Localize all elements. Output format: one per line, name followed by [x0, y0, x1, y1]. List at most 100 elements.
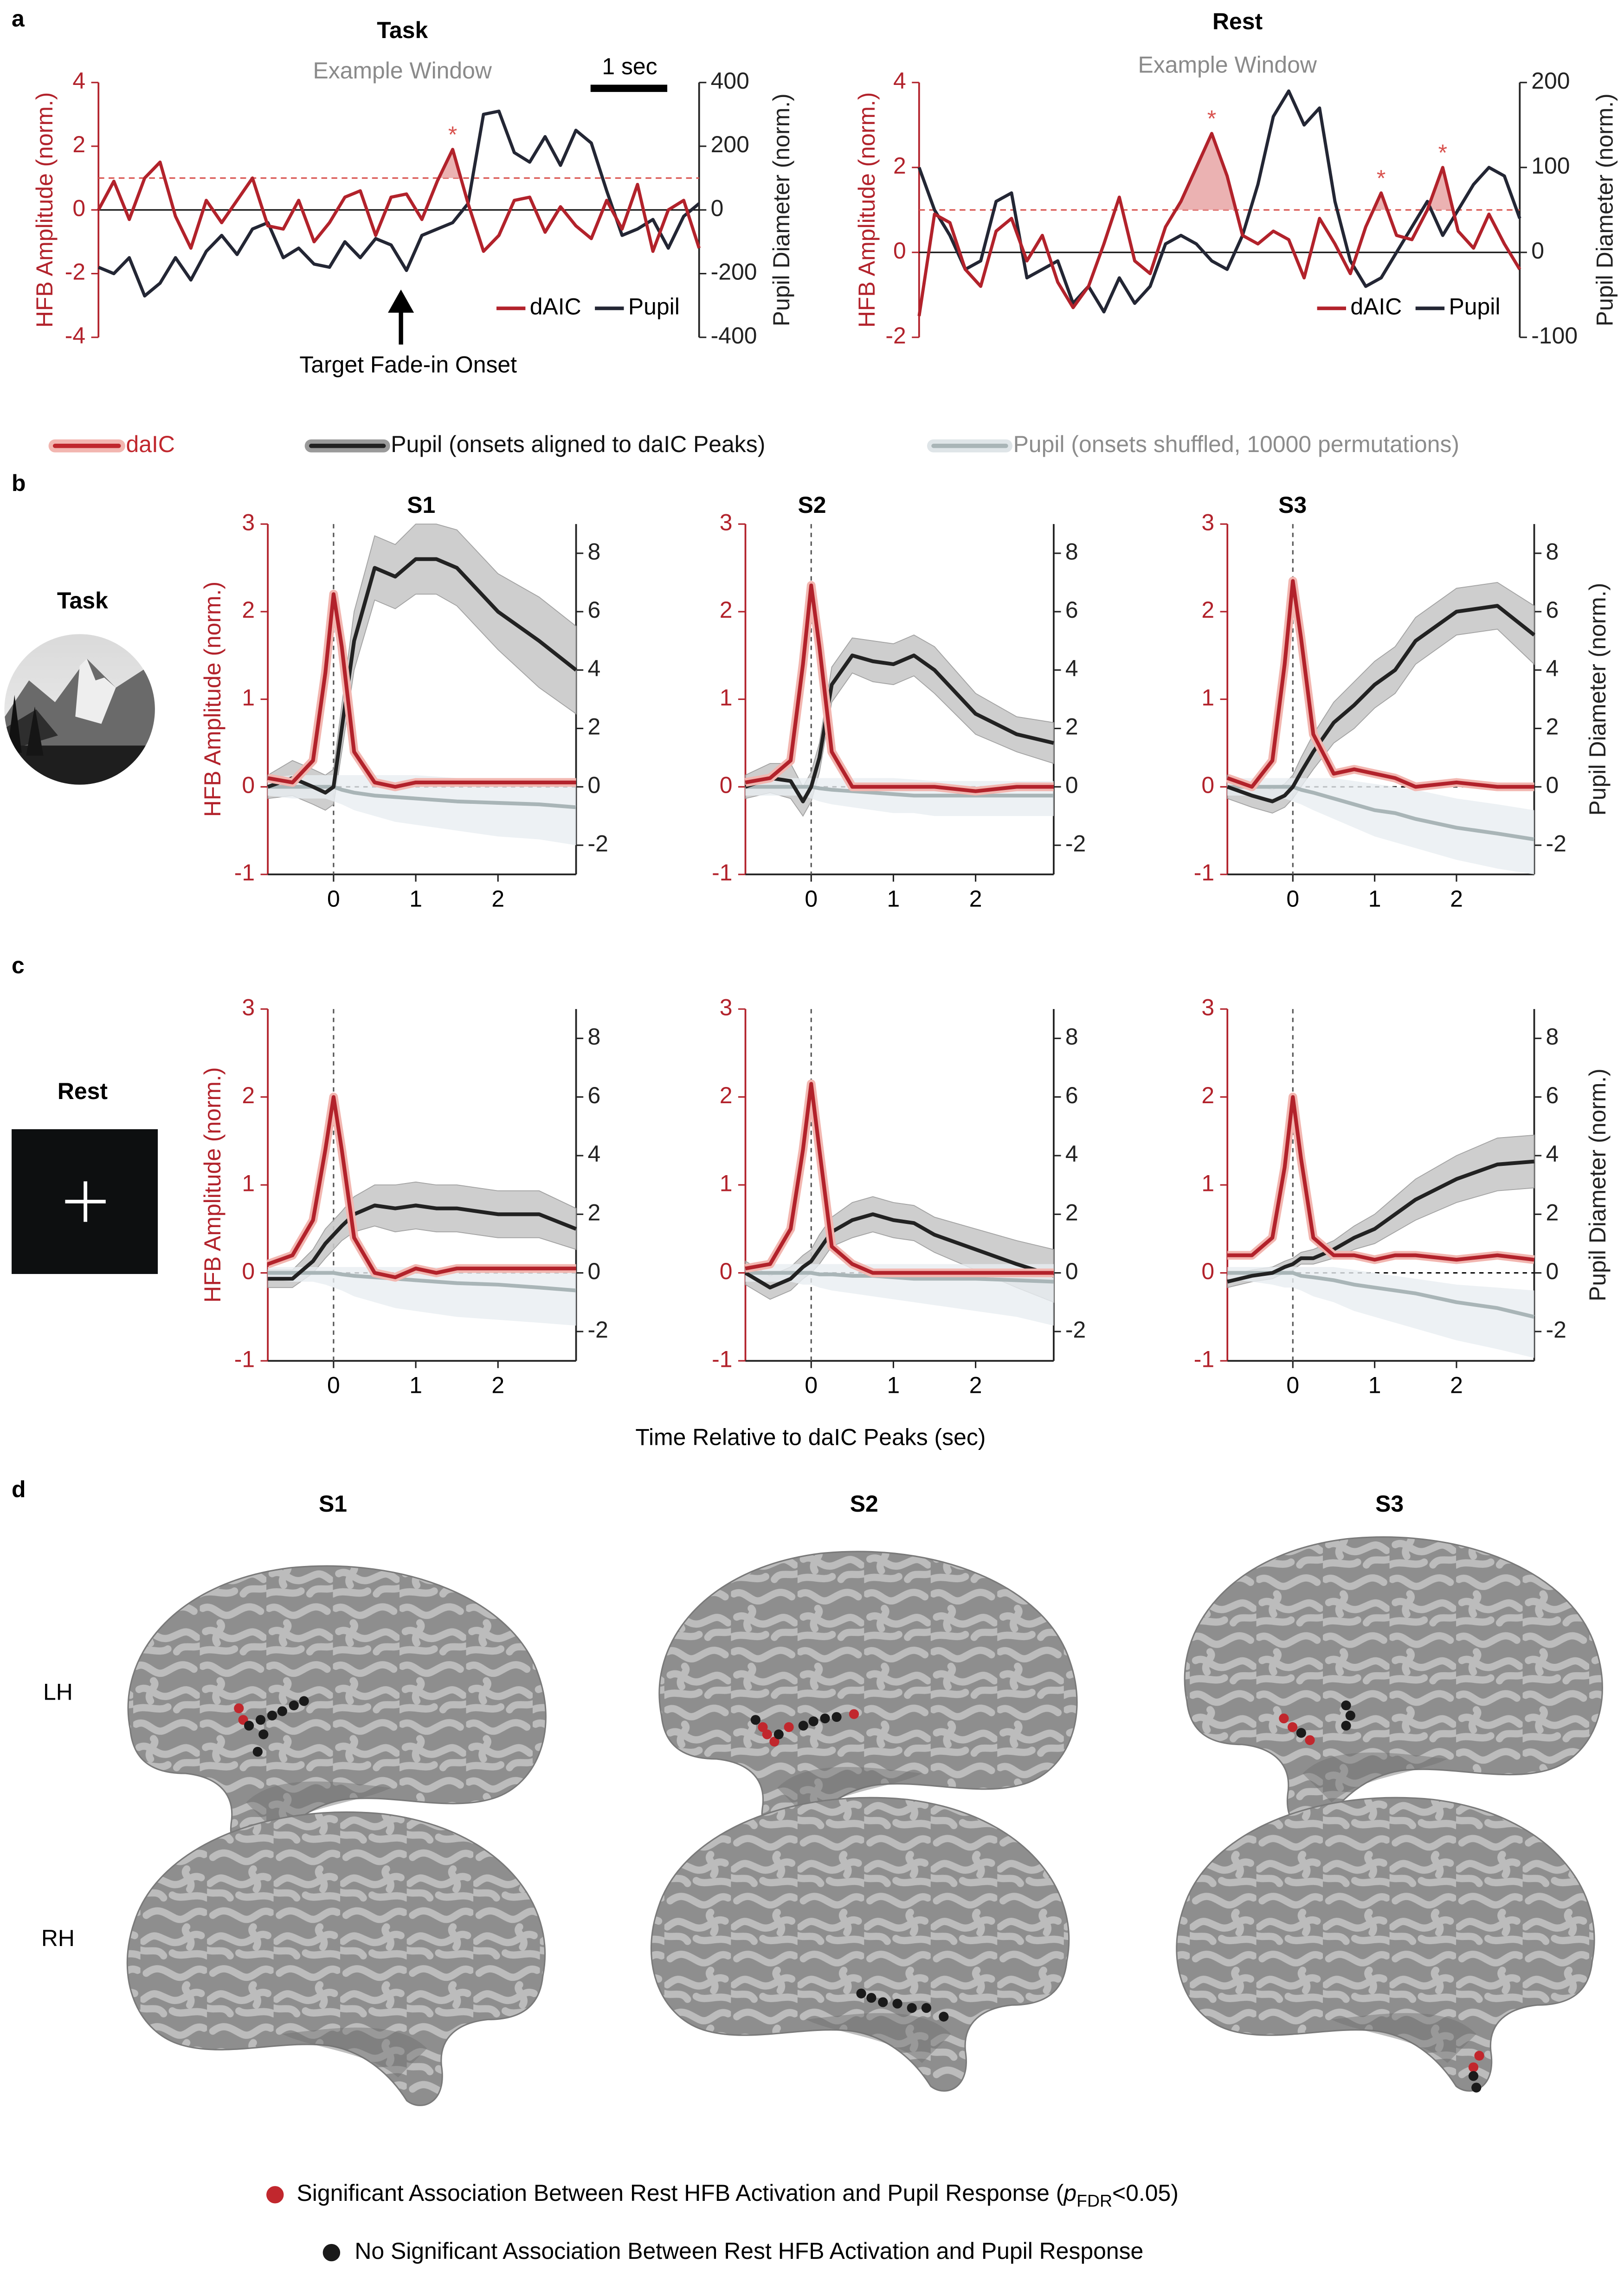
brain-shape	[650, 1797, 1070, 2092]
y2-tick-label: 6	[588, 1082, 601, 1108]
legend-label: Pupil (onsets aligned to daIC Peaks)	[391, 431, 765, 457]
y2-tick-label: 6	[1065, 597, 1078, 623]
hemisphere-label: LH	[43, 1679, 73, 1705]
y2-tick-label: -2	[1546, 830, 1566, 856]
y2-tick-label: 0	[588, 772, 601, 798]
error-band	[1227, 778, 1534, 875]
y2-tick-label: 2	[1065, 714, 1078, 740]
electrode	[252, 1746, 263, 1757]
y2-axis-label: Pupil Diameter (norm.)	[768, 93, 794, 326]
y2-tick-label: 2	[588, 1199, 601, 1225]
y-tick-label: 4	[893, 68, 906, 94]
data-line	[267, 557, 578, 795]
data-line	[267, 592, 576, 789]
y2-tick-label: 6	[1065, 1082, 1078, 1108]
y-tick-label: 3	[1201, 994, 1214, 1020]
legend-label: Pupil	[1449, 294, 1500, 320]
y-tick-label: -1	[1194, 860, 1214, 886]
y-tick-label: 2	[893, 153, 906, 179]
data-line	[744, 1212, 1055, 1290]
electrode	[258, 1729, 269, 1740]
chart-title: S2	[798, 492, 826, 518]
y-tick-label: 3	[242, 509, 255, 535]
y2-tick-label: -100	[1531, 323, 1578, 349]
x-tick-label: 1	[409, 886, 422, 912]
x-tick-label: 0	[1286, 1372, 1299, 1398]
y2-tick-label: 0	[1065, 1258, 1078, 1284]
annotation: Target Fade-in Onset	[299, 351, 517, 377]
y-tick-label: 0	[242, 1258, 255, 1284]
y-tick-label: 2	[1201, 1082, 1214, 1108]
electrode	[1474, 2050, 1484, 2061]
y2-axis-label: Pupil Diameter (norm.)	[1592, 93, 1618, 326]
x-tick-label: 1	[887, 1372, 900, 1398]
chart: -1 0 1 2 3 -2 0 2 4 6 8 0 1 2	[712, 994, 1086, 1398]
x-tick-label: 0	[327, 1372, 340, 1398]
y-tick-label: 1	[1201, 685, 1214, 711]
peak-marker: *	[1377, 165, 1386, 191]
y2-tick-label: 4	[588, 1141, 601, 1167]
electrode	[773, 1729, 784, 1740]
y-tick-label: -1	[234, 1346, 255, 1372]
x-tick-label: 0	[805, 1372, 818, 1398]
electrode	[866, 1992, 876, 2003]
x-tick-label: 2	[491, 1372, 504, 1398]
error-band	[1227, 1267, 1534, 1358]
data-line	[1227, 785, 1535, 841]
electrode	[1468, 2071, 1479, 2081]
electrode	[769, 1736, 780, 1747]
y2-tick-label: 200	[711, 131, 749, 157]
data-line	[97, 110, 700, 298]
electrode	[820, 1713, 830, 1724]
y-tick-label: 0	[893, 238, 906, 264]
chart: -1 0 1 2 3 -2 0 2 4 6 8 0 1 2 S2	[712, 492, 1086, 912]
electrode	[255, 1715, 266, 1725]
data-line	[1226, 579, 1534, 789]
y-tick-label: 3	[720, 994, 733, 1020]
y2-tick-label: 8	[1065, 538, 1078, 564]
chart: -2 0 2 4 -100 0 100 200 * * * Rest Example Window HFB…	[854, 8, 1618, 349]
electrode	[277, 1706, 287, 1716]
row-label: Task	[57, 588, 108, 614]
chart: -1 0 1 2 3 -2 0 2 4 6 8 0 1 2 Pupil Diameter (norm.)	[1194, 994, 1611, 1398]
y-tick-label: -1	[234, 860, 255, 886]
legend-label: Significant Association Between Rest HFB…	[297, 2180, 1179, 2210]
y-tick-label: 0	[1201, 1258, 1214, 1284]
error-band	[267, 1181, 577, 1288]
scale-bar-label: 1 sec	[602, 53, 657, 79]
y2-tick-label: 4	[1065, 655, 1078, 681]
electrode	[267, 1710, 277, 1720]
y2-tick-label: -2	[1546, 1317, 1566, 1343]
chart-title: Task	[377, 17, 428, 43]
y2-tick-label: -2	[588, 1317, 608, 1343]
y2-axis-label: Pupil Diameter (norm.)	[1585, 583, 1611, 816]
y2-tick-label: 8	[588, 538, 601, 564]
y2-tick-label: 0	[1065, 772, 1078, 798]
y2-tick-label: 4	[1546, 1141, 1559, 1167]
y-axis-label: HFB Amplitude (norm.)	[200, 1067, 226, 1302]
electrode	[831, 1712, 842, 1722]
y-tick-label: 1	[242, 685, 255, 711]
x-tick-label: 2	[1450, 1372, 1463, 1398]
y-tick-label: 0	[72, 195, 85, 221]
y2-tick-label: 200	[1531, 68, 1570, 94]
y-tick-label: 1	[720, 1170, 733, 1196]
y-tick-label: 3	[720, 509, 733, 535]
electrode	[750, 1715, 760, 1725]
error-band	[268, 1267, 576, 1326]
electrode	[849, 1709, 859, 1719]
peak-marker: *	[1207, 106, 1216, 132]
legend-label: No Significant Association Between Rest …	[354, 2238, 1143, 2264]
column-title: S3	[1375, 1491, 1404, 1517]
chart-subtitle: Example Window	[313, 58, 492, 84]
y2-tick-label: 6	[1546, 597, 1559, 623]
y-tick-label: 3	[242, 994, 255, 1020]
y2-tick-label: 2	[588, 714, 601, 740]
electrode	[289, 1700, 299, 1711]
x-tick-label: 0	[327, 886, 340, 912]
brain-shape	[1184, 1536, 1603, 1831]
y2-tick-label: -2	[1065, 1317, 1086, 1343]
y2-tick-label: 4	[1065, 1141, 1078, 1167]
legend-label: Pupil	[628, 294, 680, 320]
